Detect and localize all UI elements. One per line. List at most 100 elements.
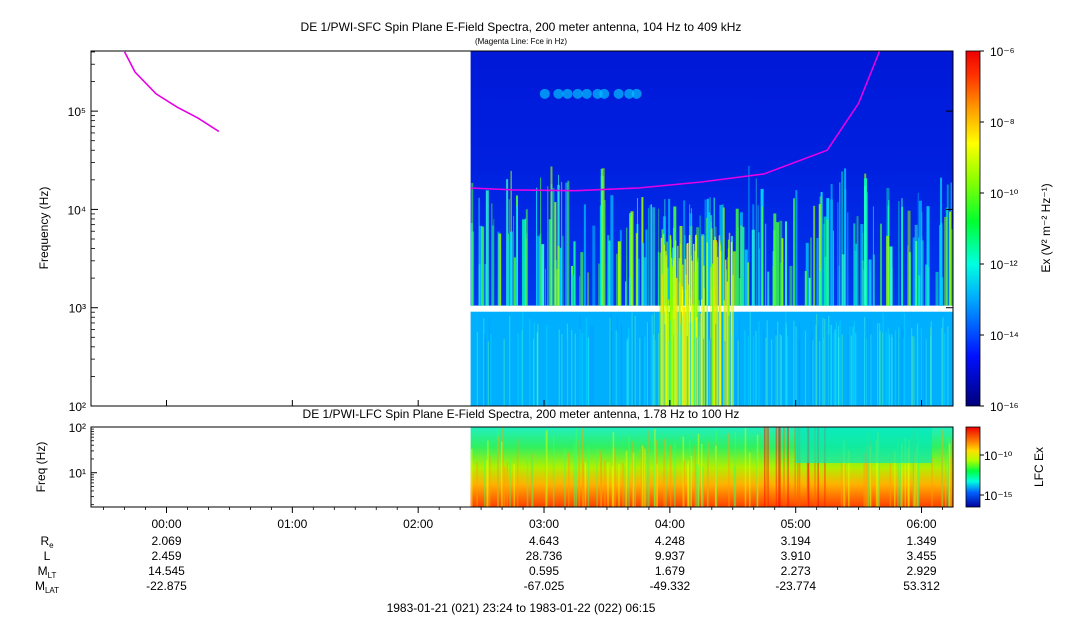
ephemeris-row-label: MLT <box>38 564 57 580</box>
lfc-streak <box>814 427 816 507</box>
sfc-emission-streak <box>497 231 500 306</box>
sfc-y-ticks: 10² 10³ 10⁴ 10⁵ <box>67 51 953 414</box>
sfc-lower-streak <box>715 324 717 406</box>
lfc-chart-title: DE 1/PWI-LFC Spin Plane E-Field Spectra,… <box>303 407 740 421</box>
sfc-lower-streak <box>870 334 872 406</box>
sfc-intense-streak <box>728 232 731 406</box>
sfc-lower-streak <box>503 339 505 406</box>
sfc-emission-streak <box>544 268 546 306</box>
sfc-emission-streak <box>541 244 545 306</box>
sfc-intense-streak <box>671 309 674 406</box>
sfc-emission-streak <box>583 204 586 306</box>
sfc-emission-streak <box>751 229 755 306</box>
sfc-emission-streak <box>643 257 647 306</box>
sfc-lower-streak <box>763 329 765 406</box>
sfc-emission-streak <box>820 192 823 306</box>
sfc-lower-streak <box>681 315 684 406</box>
lfc-streak <box>869 446 872 507</box>
lfc-streak <box>733 466 736 507</box>
sfc-lower-streak <box>853 320 855 406</box>
sfc-lower-streak <box>561 333 563 406</box>
sfc-emission-streak <box>493 218 495 306</box>
lfc-streak <box>824 427 826 507</box>
lfc-colorbar-gradient <box>965 426 981 508</box>
sfc-lower-streak <box>487 341 490 406</box>
sfc-intense-streak <box>677 245 679 406</box>
lfc-streak <box>544 432 547 507</box>
lfc-streak <box>702 466 704 507</box>
sfc-emission-streak <box>648 208 650 306</box>
time-tick-label: 02:00 <box>403 517 433 531</box>
sfc-lower-streak <box>634 315 636 406</box>
sfc-lower-streak <box>695 337 697 406</box>
sfc-emission-streak <box>557 246 560 306</box>
sfc-emission-streak <box>804 270 807 306</box>
lfc-streak <box>794 427 796 507</box>
lfc-streak <box>573 442 576 507</box>
sfc-emission-streak <box>868 259 872 306</box>
ephemeris-value: 1.679 <box>655 564 685 578</box>
sfc-lower-streak <box>815 324 817 406</box>
sfc-emission-streak <box>668 198 671 306</box>
sfc-band-gap <box>470 305 953 312</box>
sfc-lower-streak <box>894 329 897 406</box>
sfc-lower-streak <box>833 332 835 406</box>
sfc-lower-streak <box>835 321 838 406</box>
sfc-lower-streak <box>899 337 901 406</box>
sfc-lower-streak <box>731 334 733 406</box>
lfc-streak <box>669 445 672 507</box>
sfc-lower-streak <box>777 321 779 406</box>
sfc-emission-streak <box>481 226 485 306</box>
lfc-streak <box>875 440 878 507</box>
lfc-streak <box>783 427 785 507</box>
sfc-emission-streak <box>636 198 638 306</box>
sfc-lower-streak <box>898 331 900 406</box>
sfc-intense-streak <box>700 313 702 406</box>
sfc-intense-streak <box>667 312 669 406</box>
ephemeris-value: 2.273 <box>781 564 811 578</box>
lfc-streak <box>844 463 846 507</box>
sfc-lower-streak <box>847 334 849 406</box>
sfc-emission-streak <box>767 271 770 306</box>
ephemeris-value: -23.774 <box>775 579 816 593</box>
sfc-lower-streak <box>925 339 927 406</box>
sfc-emission-streak <box>844 168 847 306</box>
sfc-lower-streak <box>581 332 583 406</box>
sfc-intense-streak <box>730 241 733 406</box>
lfc-quiet-region <box>795 427 933 463</box>
lfc-streak <box>487 440 489 507</box>
sfc-emission-streak <box>506 179 509 306</box>
lfc-streak <box>917 441 920 507</box>
lfc-streak <box>695 463 698 507</box>
sfc-lower-streak <box>818 341 821 406</box>
lfc-colorbar-label: LFC Ex <box>1032 447 1046 487</box>
sfc-emission-streak <box>738 278 741 306</box>
sfc-emission-streak <box>742 226 745 306</box>
sfc-y-tick-label: 10² <box>69 400 86 414</box>
lfc-streak <box>767 427 769 507</box>
sfc-lower-streak <box>664 324 666 406</box>
sfc-lower-streak <box>522 312 524 406</box>
sfc-emission-streak <box>626 227 628 306</box>
sfc-lower-streak <box>679 330 681 406</box>
sfc-lower-streak <box>739 318 741 406</box>
sfc-lower-streak <box>749 312 751 406</box>
colorbar-tick-label: 10⁻⁶ <box>990 45 1015 59</box>
sfc-emission-streak <box>805 242 809 306</box>
sfc-emission-streak <box>866 192 868 306</box>
lfc-streak <box>950 439 953 507</box>
colorbar-tick-label: 10⁻¹⁶ <box>990 400 1019 414</box>
sfc-emission-streak <box>579 276 581 306</box>
lfc-streak <box>863 452 865 507</box>
ephemeris-value: 53.312 <box>903 579 940 593</box>
sfc-emission-streak <box>914 224 918 306</box>
sfc-emission-streak <box>559 247 562 306</box>
ephemeris-row-label: Re <box>40 534 54 550</box>
sfc-emission-streak <box>765 223 767 306</box>
sfc-emission-streak <box>548 219 552 306</box>
ephemeris-value: -22.875 <box>146 579 187 593</box>
lfc-streak <box>567 452 570 507</box>
sfc-spectrogram-image <box>470 51 953 406</box>
sfc-emission-streak <box>619 230 622 306</box>
sfc-emission-streak <box>886 235 890 306</box>
